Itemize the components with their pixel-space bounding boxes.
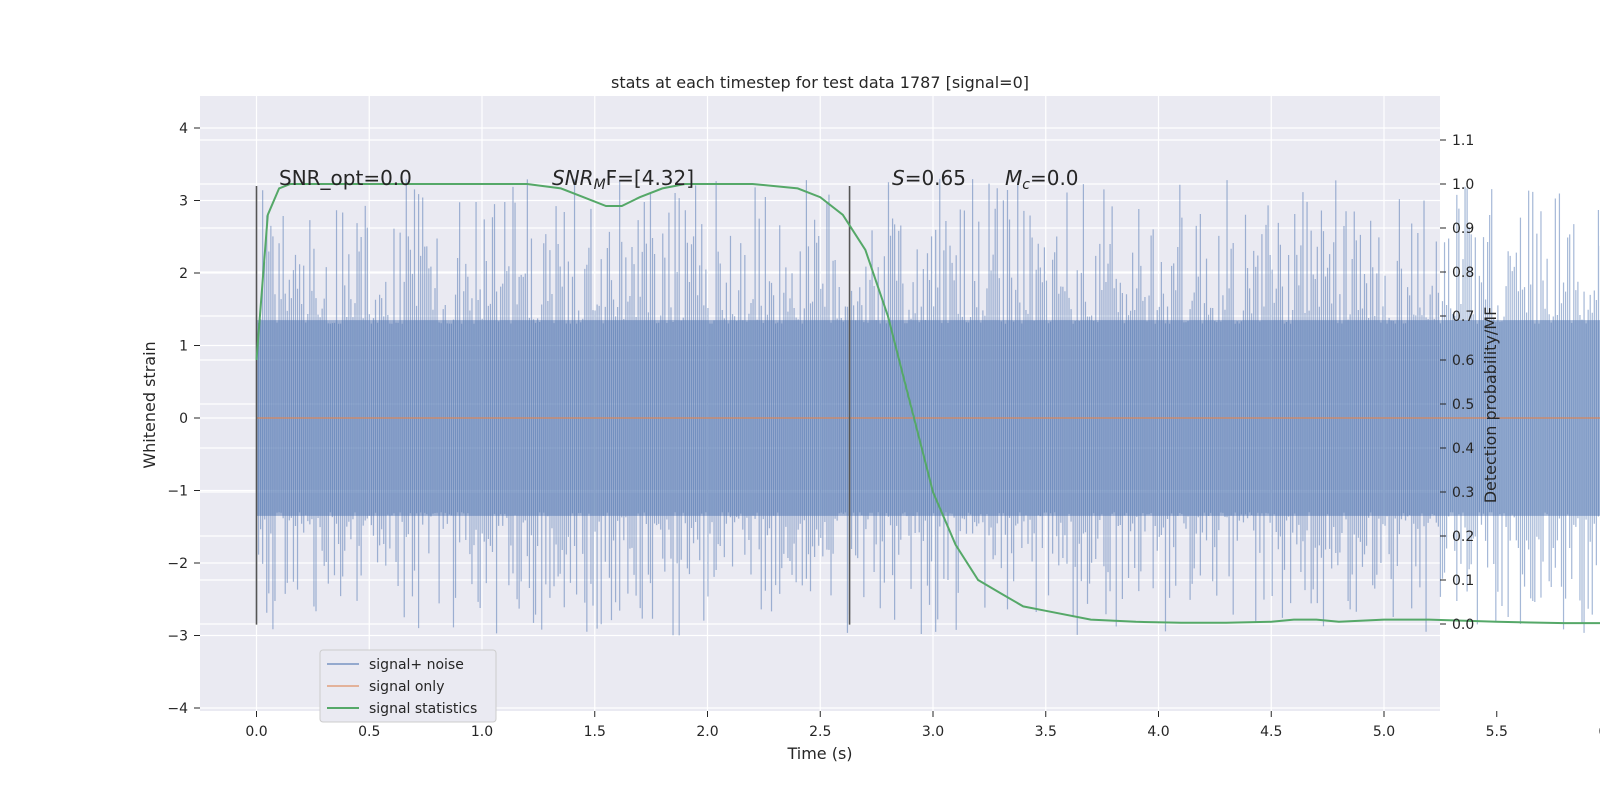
signal-statistics-line [255,183,1600,625]
annotation-snr-mf-sub: M [594,177,606,193]
y-tick-label: 0 [179,411,188,427]
y-tick-label: −1 [167,484,188,500]
chart-title: stats at each timestep for test data 178… [611,73,1029,92]
y2-tick-label: 0.3 [1452,485,1474,501]
annotation-s-italic: S [892,166,905,190]
y-axis-label: Whitened strain [140,341,159,468]
x-tick-label: 5.0 [1373,724,1395,740]
y2-tick-label: 0.1 [1452,573,1474,589]
annotation-mc-sub: c [1022,177,1030,193]
x-tick-label: 0.5 [358,724,380,740]
y-tick-label: 3 [179,194,188,210]
annotation-snr-mf: SNRMF=[4.32] [552,166,694,193]
x-tick-label: 6.0 [1598,724,1600,740]
y-tick-label: 4 [179,121,188,137]
annotation-snr-mf-rest: F=[4.32] [606,166,694,190]
x-axis-ticks: 0.00.51.01.52.02.53.03.54.04.55.05.56.06… [245,711,1600,740]
x-tick-label: 3.5 [1035,724,1057,740]
y-tick-label: 2 [179,266,188,282]
y-tick-label: 1 [179,339,188,355]
x-tick-label: 4.5 [1260,724,1282,740]
annotation-mc-main: M [1005,166,1022,190]
y2-tick-label: 1.1 [1452,133,1474,149]
y-tick-label: −2 [167,556,188,572]
x-tick-label: 2.0 [696,724,718,740]
y2-tick-label: 1.0 [1452,177,1474,193]
annotation-mc-value: =0.0 [1030,166,1079,190]
x-tick-label: 5.5 [1486,724,1508,740]
y-tick-label: −3 [167,629,188,645]
x-tick-label: 0.0 [245,724,267,740]
x-tick-label: 1.0 [471,724,493,740]
x-tick-label: 4.0 [1147,724,1169,740]
y2-tick-label: 0.4 [1452,441,1474,457]
annotation-snr-opt: SNR_opt=0.0 [279,166,412,190]
y2-tick-label: 0.2 [1452,529,1474,545]
annotation-snr-mf-main: SNR [552,166,594,190]
legend-label-noise: signal+ noise [369,657,464,673]
left-axis-ticks: 4 3 2 1 0 −1 −2 −3 −4 [167,121,200,717]
x-tick-label: 2.5 [809,724,831,740]
annotation-mc: Mc=0.0 [1005,166,1079,193]
x-tick-label: 3.0 [922,724,944,740]
legend-label-statistics: signal statistics [369,701,477,717]
y2-tick-label: 0.8 [1452,265,1474,281]
y2-axis-label: Detection probability/MF [1481,307,1500,504]
annotation-s-value: =0.65 [905,166,966,190]
vertical-markers [255,186,851,625]
legend: signal+ noise signal only signal statist… [319,649,497,723]
legend-label-signal: signal only [369,679,444,695]
x-tick-label: 1.5 [584,724,606,740]
annotation-s: S=0.65 [892,166,966,190]
legend-box [319,649,497,723]
y2-tick-label: 0.0 [1452,617,1474,633]
x-axis-label: Time (s) [786,744,852,763]
right-axis-ticks: 1.1 1.0 0.9 0.8 0.7 0.6 0.5 0.4 0.3 0.2 0.1 0.0 [1440,133,1474,633]
y-tick-label: −4 [167,701,188,717]
y2-tick-label: 0.7 [1452,309,1474,325]
signal-statistics-series [255,183,1600,625]
y2-tick-label: 0.6 [1452,353,1474,369]
y2-tick-label: 0.9 [1452,221,1474,237]
y2-tick-label: 0.5 [1452,397,1474,413]
